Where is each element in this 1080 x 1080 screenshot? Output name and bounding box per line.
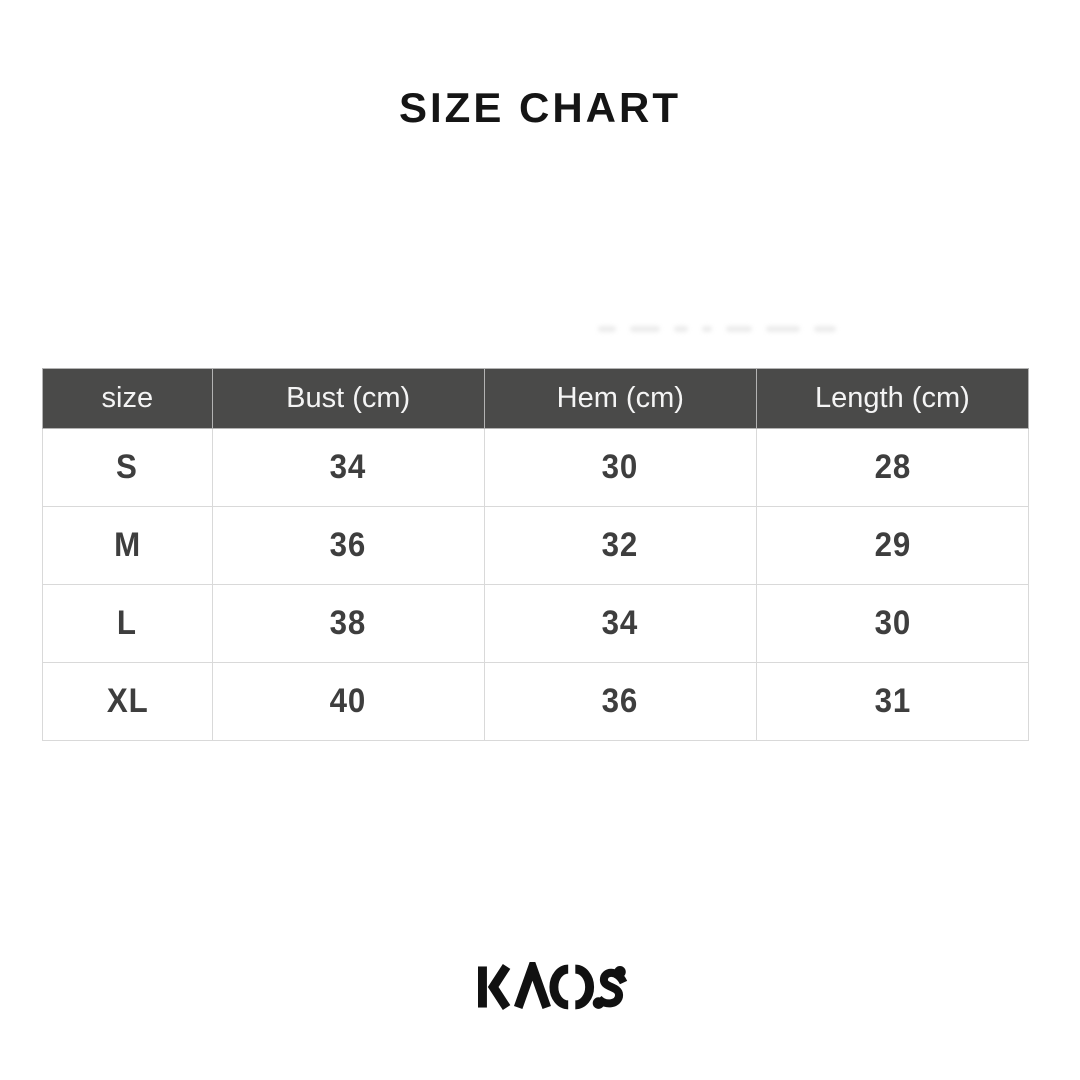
cell-length: 31 (755, 662, 1030, 741)
kaos-logo-icon (478, 954, 628, 1010)
smudge (674, 326, 688, 332)
cell-bust: 36 (211, 506, 485, 585)
page-title: SIZE CHART (399, 84, 681, 131)
brand-logo: KAOS (478, 954, 628, 1012)
cell-length: 30 (755, 584, 1030, 663)
cell-bust: 34 (211, 428, 485, 507)
cell-value: 34 (601, 604, 639, 642)
cell-value: 29 (874, 526, 911, 564)
cell-hem: 34 (483, 584, 757, 663)
column-header-bust: Bust (cm) (211, 368, 485, 429)
cell-value: 36 (329, 526, 367, 564)
table-row-m: M 36 32 29 (42, 506, 1030, 585)
cell-bust: 40 (211, 662, 485, 741)
cell-value: 31 (874, 682, 911, 720)
cell-length: 29 (755, 506, 1030, 585)
column-header-length: Length (cm) (755, 368, 1030, 429)
smudge (814, 326, 836, 332)
cell-length: 28 (755, 428, 1030, 507)
cell-value: M (113, 526, 141, 564)
table-header-row: size Bust (cm) Hem (cm) Length (cm) (42, 368, 1030, 429)
column-header-size: size (42, 368, 213, 429)
cell-value: 28 (874, 448, 911, 486)
cell-hem: 32 (483, 506, 757, 585)
column-header-hem: Hem (cm) (483, 368, 757, 429)
cell-value: S (116, 448, 139, 486)
cell-hem: 30 (483, 428, 757, 507)
cell-value: 30 (601, 448, 639, 486)
cell-bust: 38 (211, 584, 485, 663)
cell-value: 34 (329, 448, 367, 486)
smudge (766, 326, 800, 332)
cell-value: 30 (874, 604, 911, 642)
table-row-xl: XL 40 36 31 (42, 662, 1030, 741)
smudge (726, 326, 752, 332)
cell-size: L (42, 584, 213, 663)
cell-value: 40 (329, 682, 367, 720)
cell-value: 32 (601, 526, 639, 564)
smudge (702, 326, 712, 332)
cell-value: XL (106, 682, 149, 720)
cell-hem: 36 (483, 662, 757, 741)
faint-text-artifact (598, 322, 860, 336)
smudge (630, 326, 660, 332)
table-row-l: L 38 34 30 (42, 584, 1030, 663)
table-row-s: S 34 30 28 (42, 428, 1030, 507)
cell-size: S (42, 428, 213, 507)
cell-value: L (117, 604, 138, 642)
size-table: size Bust (cm) Hem (cm) Length (cm) S 34… (42, 368, 1030, 741)
cell-size: XL (42, 662, 213, 741)
cell-size: M (42, 506, 213, 585)
smudge (598, 326, 616, 332)
cell-value: 38 (329, 604, 367, 642)
cell-value: 36 (601, 682, 639, 720)
